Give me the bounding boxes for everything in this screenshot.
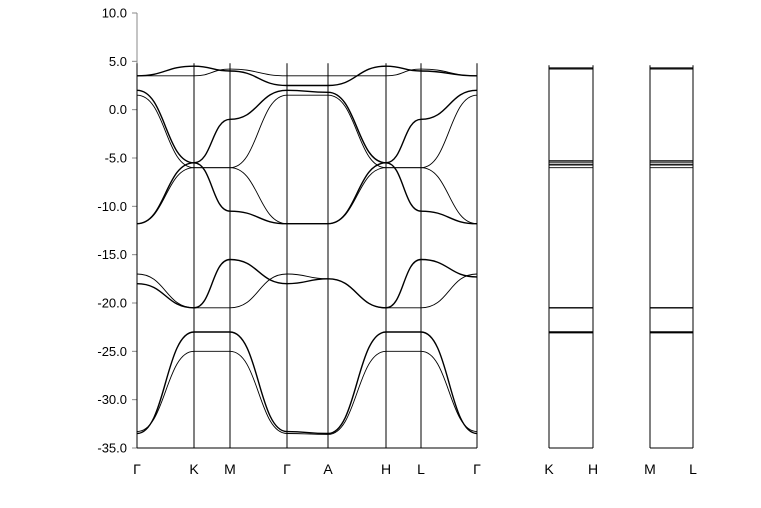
band-line-band-10 (136, 68, 478, 77)
x-tick-label: Γ (283, 461, 291, 477)
x-tick-label: H (588, 461, 598, 477)
band-line-band-3 (136, 258, 478, 309)
y-tick-label: -15.0 (97, 247, 127, 262)
x-tick-label: H (381, 461, 391, 477)
x-tick-label: A (323, 461, 333, 477)
x-tick-label: K (189, 461, 199, 477)
y-tick-label: -10.0 (97, 199, 127, 214)
band-line-band-2 (136, 350, 478, 435)
x-tick-label: K (544, 461, 554, 477)
band-line-band-9 (136, 65, 478, 87)
panel-M-L-path (649, 65, 694, 449)
panel-main-path (136, 63, 478, 449)
plot-panels (136, 63, 694, 449)
x-tick-label: M (644, 461, 656, 477)
x-tick-label: Γ (473, 461, 481, 477)
panel-K-H-path (548, 65, 594, 449)
band-line-band-7 (136, 89, 478, 164)
y-tick-label: 10.0 (102, 6, 127, 21)
x-tick-label: L (417, 461, 425, 477)
y-axis: 10.0 5.0 0.0 -5.0 -10.0 -15.0 -20.0 -25.0 -30.0 -… (97, 6, 138, 456)
x-tick-label: Γ (133, 461, 141, 477)
y-tick-label: 5.0 (109, 54, 127, 69)
y-tick-label: -20.0 (97, 296, 127, 311)
x-tick-label: L (689, 461, 697, 477)
y-tick-label: -35.0 (97, 441, 127, 456)
band-line-band-4 (136, 273, 478, 309)
band-line-band-8 (136, 94, 478, 169)
y-tick-label: -5.0 (105, 151, 127, 166)
band-line-band-6 (136, 167, 478, 225)
band-line-band-1 (136, 331, 478, 435)
x-tick-label: M (224, 461, 236, 477)
y-tick-label: -25.0 (97, 344, 127, 359)
band-line-band-5 (136, 162, 478, 225)
y-tick-label: 0.0 (109, 102, 127, 117)
y-tick-label: -30.0 (97, 392, 127, 407)
